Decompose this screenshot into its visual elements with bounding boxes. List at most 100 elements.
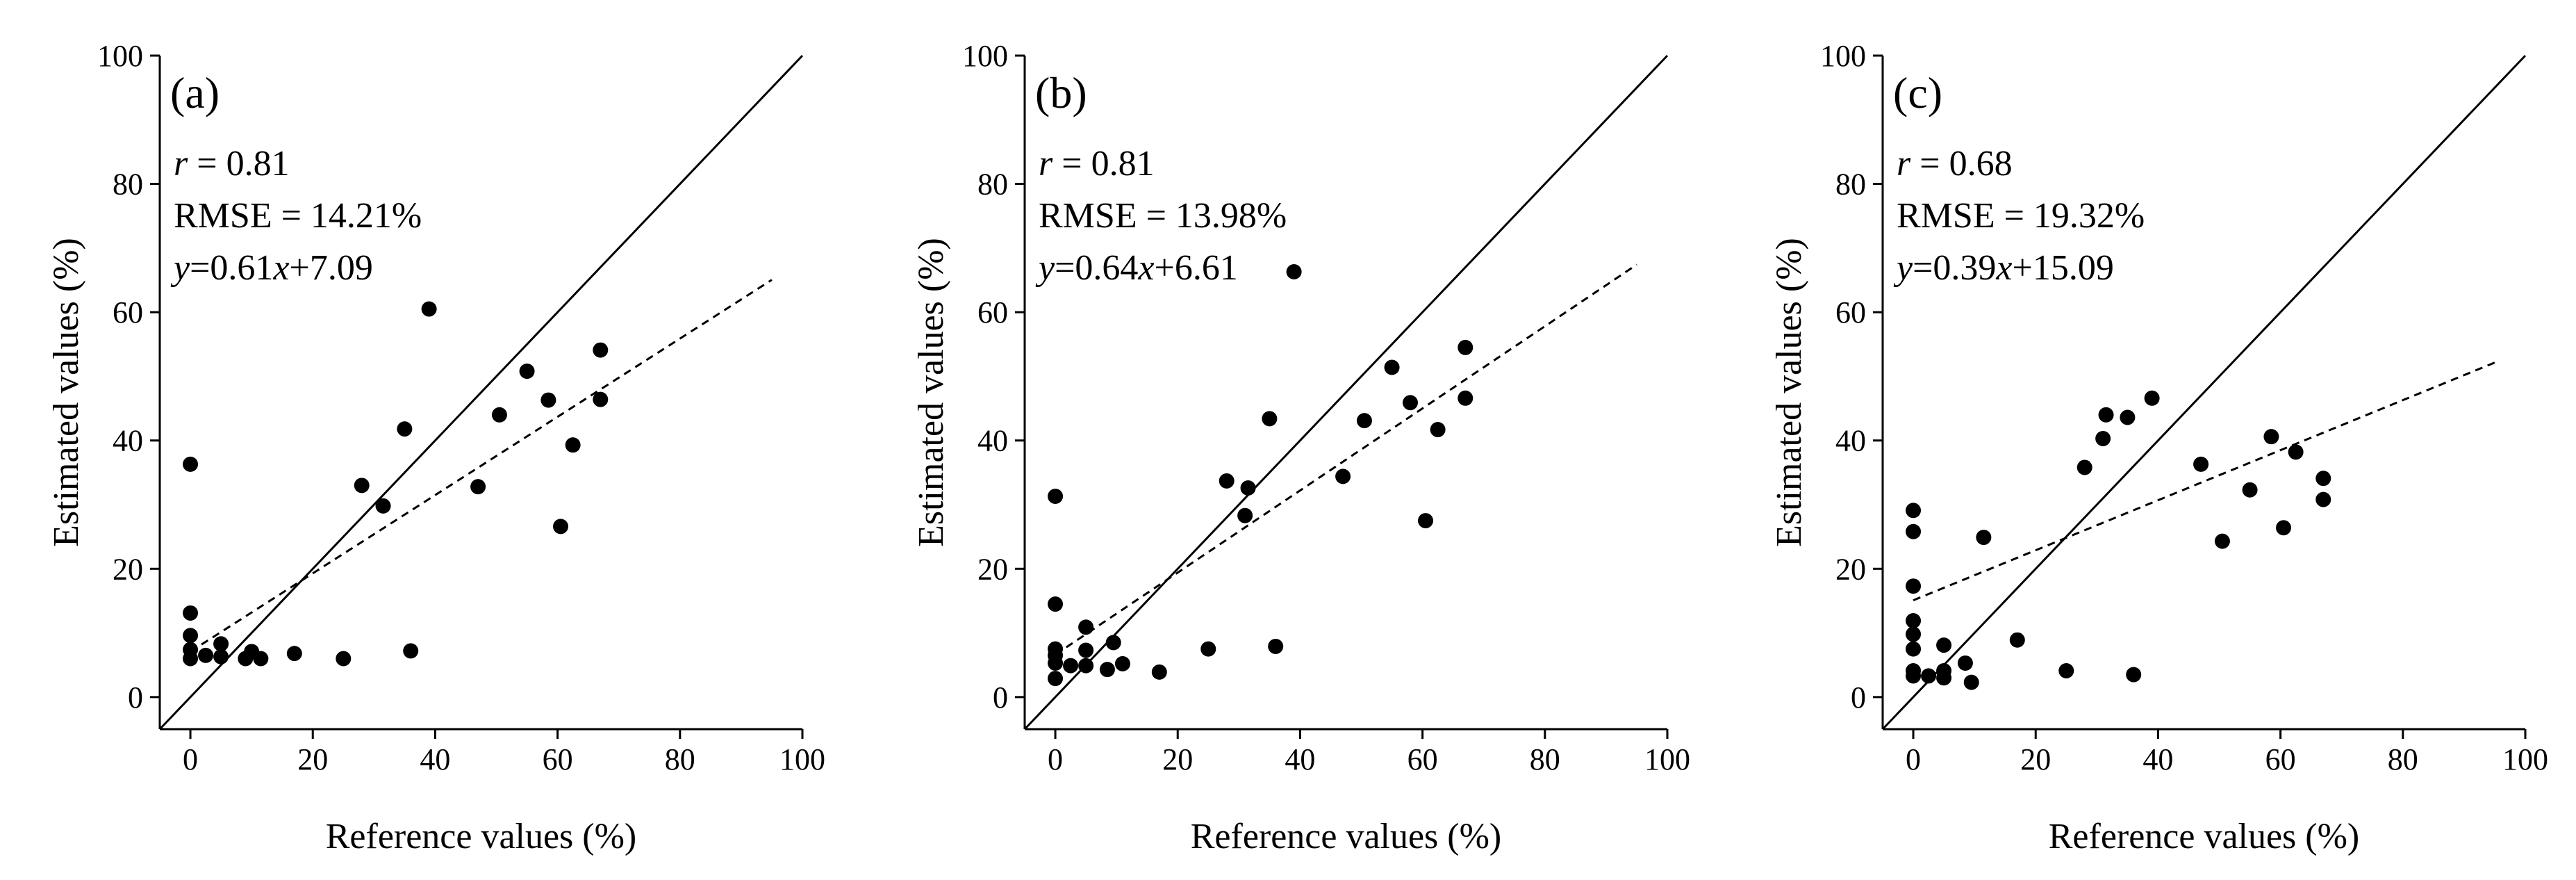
data-point <box>183 456 199 472</box>
y-tick-label: 40 <box>1835 424 1866 458</box>
panel-c: 0 20 40 60 80 100 0 20 40 60 80 100 Reference values… <box>1769 39 2548 856</box>
y-tick-label: 20 <box>113 552 143 586</box>
data-point <box>1921 668 1937 684</box>
data-point <box>1200 641 1216 657</box>
stat-r: r = 0.81 <box>1039 144 1155 184</box>
data-point <box>1906 523 1922 539</box>
data-point <box>213 649 229 665</box>
data-point <box>519 364 535 380</box>
x-tick-label: 0 <box>1048 742 1063 776</box>
data-point <box>593 391 609 407</box>
stat-rmse: RMSE = 13.98% <box>1039 196 1287 236</box>
x-tick-label: 60 <box>543 742 573 776</box>
data-point <box>1063 658 1079 674</box>
stat-rmse: RMSE = 19.32% <box>1897 196 2145 236</box>
x-tick-label: 100 <box>2502 742 2548 776</box>
y-tick-label: 80 <box>977 168 1008 202</box>
data-point <box>2242 482 2258 498</box>
eq-intercept: +7.09 <box>290 248 373 288</box>
regression-fit-line <box>1055 263 1637 656</box>
data-point <box>1286 264 1302 280</box>
data-point <box>2263 429 2279 445</box>
data-point <box>2193 456 2209 472</box>
x-tick-label: 40 <box>420 742 450 776</box>
data-point <box>565 437 581 453</box>
data-point <box>1906 613 1922 629</box>
r-value: = 0.81 <box>1052 144 1154 184</box>
data-point <box>421 301 437 317</box>
data-point <box>253 651 269 667</box>
data-point <box>2098 407 2114 423</box>
x-tick-label: 80 <box>2388 742 2418 776</box>
data-point <box>1976 530 1992 546</box>
y-axis-title: Estimated values (%) <box>1769 238 1809 547</box>
data-point <box>1048 655 1064 671</box>
eq-intercept: +6.61 <box>1155 248 1238 288</box>
x-tick-label: 0 <box>183 742 198 776</box>
x-tick-label: 100 <box>779 742 825 776</box>
data-point <box>553 519 569 535</box>
stat-r: r = 0.81 <box>174 144 290 184</box>
r-value: = 0.68 <box>1910 144 2012 184</box>
y-tick-label: 100 <box>1820 39 1866 73</box>
x-axis-title: Reference values (%) <box>1191 817 1502 856</box>
data-point <box>1240 480 1256 496</box>
eq-y-symbol: y <box>170 248 190 288</box>
data-point <box>1906 626 1922 642</box>
data-point <box>403 643 419 659</box>
y-axis-title: Estimated values (%) <box>911 238 951 547</box>
one-to-one-line <box>1881 54 2527 731</box>
y-axis-title: Estimated values (%) <box>47 238 86 547</box>
data-point <box>354 478 370 494</box>
data-point <box>183 605 199 621</box>
y-tick-label: 80 <box>1835 168 1866 202</box>
x-tick-label: 20 <box>2020 742 2051 776</box>
regression-fit-line <box>190 279 773 653</box>
data-point <box>2315 471 2331 487</box>
eq-x-symbol: x <box>272 248 289 288</box>
x-axis-title: Reference values (%) <box>2049 817 2360 856</box>
data-point <box>286 646 302 662</box>
r-symbol: r <box>174 144 188 184</box>
data-point <box>213 636 229 652</box>
y-tick-label: 0 <box>128 681 143 715</box>
data-point <box>1403 395 1418 411</box>
x-tick-label: 20 <box>297 742 328 776</box>
data-point <box>2214 533 2230 549</box>
data-point <box>1262 411 1278 427</box>
x-tick-label: 80 <box>665 742 695 776</box>
data-point <box>2120 409 2136 425</box>
data-point <box>183 651 199 667</box>
x-tick-label: 100 <box>1644 742 1690 776</box>
panel-a: 0 20 40 60 80 100 0 20 40 60 80 100 Reference values… <box>47 39 825 856</box>
data-point <box>1268 638 1284 654</box>
data-point <box>1048 489 1064 505</box>
data-point <box>1048 671 1064 687</box>
y-tick-label: 60 <box>1835 295 1866 329</box>
stat-equation: y=0.39x+15.09 <box>1893 248 2114 288</box>
x-tick-label: 60 <box>1407 742 1438 776</box>
data-point <box>1356 413 1372 429</box>
data-point <box>1384 359 1400 375</box>
data-point <box>183 628 199 644</box>
y-tick-label: 60 <box>113 295 143 329</box>
eq-slope: =0.39 <box>1913 248 1996 288</box>
r-symbol: r <box>1039 144 1053 184</box>
data-point <box>375 498 391 514</box>
eq-y-symbol: y <box>1035 248 1055 288</box>
data-point <box>1957 655 1973 671</box>
data-point <box>1906 578 1922 594</box>
panel-label: (a) <box>170 68 220 117</box>
data-point <box>1105 635 1121 651</box>
data-point <box>491 407 507 423</box>
data-point <box>1430 422 1446 438</box>
data-point <box>1237 507 1253 523</box>
stat-equation: y=0.61x+7.09 <box>170 248 373 288</box>
y-tick-label: 100 <box>97 39 143 73</box>
one-to-one-line <box>1023 54 1669 731</box>
x-tick-label: 60 <box>2265 742 2296 776</box>
data-point <box>540 392 556 408</box>
eq-x-symbol: x <box>1995 248 2012 288</box>
x-axis-title: Reference values (%) <box>326 817 637 856</box>
